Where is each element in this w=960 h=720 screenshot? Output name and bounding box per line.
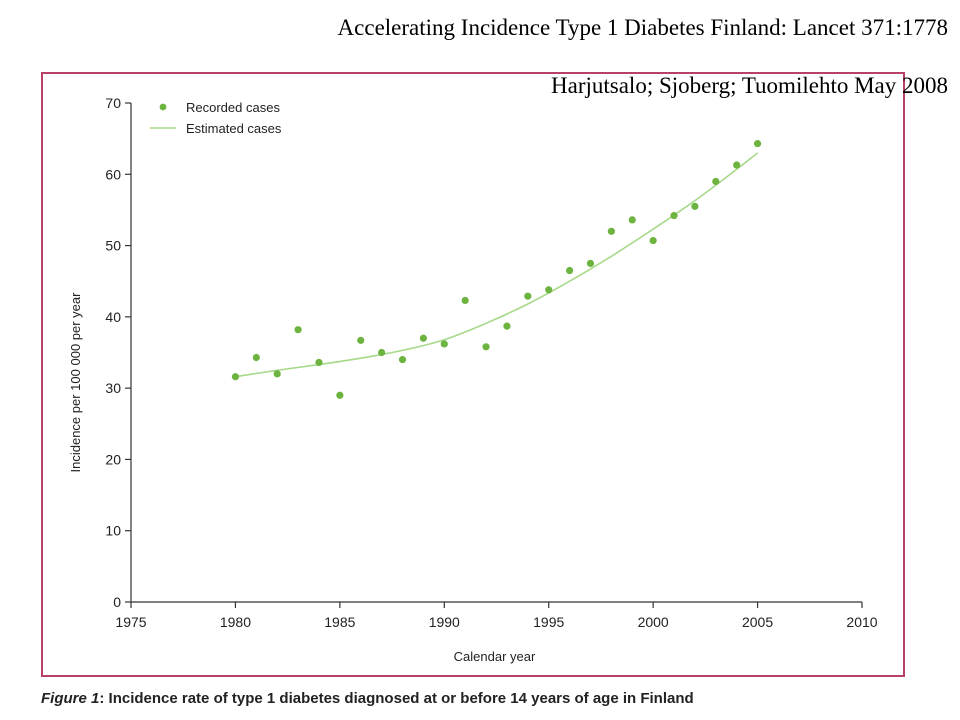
recorded-case-point	[566, 266, 574, 275]
figure-caption-text: : Incidence rate of type 1 diabetes diag…	[99, 690, 694, 707]
x-tick-label: 2000	[638, 614, 669, 630]
legend-label-recorded: Recorded cases	[186, 100, 280, 115]
x-axis-title: Calendar year	[454, 649, 536, 664]
y-tick-label: 10	[105, 523, 121, 539]
y-tick-label: 40	[105, 309, 121, 325]
y-tick-label: 70	[105, 95, 121, 111]
recorded-case-point	[252, 353, 260, 362]
figure-frame	[41, 72, 905, 677]
figure-caption-label: Figure 1	[41, 690, 100, 707]
slide-title-line-2: Harjutsalo; Sjoberg; Tuomilehto May 2008	[551, 73, 948, 98]
x-tick-label: 1975	[115, 614, 146, 630]
recorded-case-point	[545, 286, 553, 294]
recorded-case-point	[670, 212, 678, 220]
x-axis-ticks: 1975 1980 1985 1990 1995 2000 2005 2010	[115, 602, 878, 630]
recorded-case-point	[378, 348, 386, 357]
figure-caption: Figure 1: Incidence rate of type 1 diabe…	[41, 690, 694, 707]
recorded-case-point	[753, 140, 762, 148]
recorded-case-point	[336, 391, 344, 399]
y-tick-label: 60	[105, 166, 121, 182]
y-axis-title: Incidence per 100 000 per year	[68, 292, 83, 473]
recorded-case-point	[524, 292, 532, 300]
recorded-case-point	[273, 370, 281, 378]
x-tick-label: 1995	[533, 614, 564, 630]
estimated-cases-series	[235, 152, 759, 378]
x-tick-label: 1980	[220, 614, 251, 630]
recorded-case-point	[691, 202, 699, 210]
recorded-case-point	[482, 343, 490, 351]
recorded-case-point	[607, 227, 615, 235]
slide-title-line-1: Accelerating Incidence Type 1 Diabetes F…	[337, 15, 948, 40]
recorded-case-point	[398, 356, 407, 364]
recorded-case-point	[294, 326, 302, 334]
y-tick-label: 20	[105, 451, 121, 467]
legend-label-estimated: Estimated cases	[186, 121, 282, 136]
recorded-case-point	[440, 340, 448, 348]
recorded-case-point	[628, 216, 636, 224]
y-axis-ticks: 0 10 20 30 40 50 60 70	[105, 95, 131, 610]
legend-marker-recorded	[159, 103, 167, 111]
recorded-case-point	[712, 177, 720, 186]
recorded-case-point	[419, 334, 427, 342]
recorded-case-point	[357, 336, 365, 344]
recorded-case-point	[649, 236, 657, 245]
recorded-cases-series	[231, 140, 762, 399]
x-tick-label: 2010	[846, 614, 877, 630]
y-tick-label: 0	[113, 594, 121, 610]
recorded-case-point	[586, 259, 595, 267]
x-tick-label: 1985	[324, 614, 355, 630]
estimated-cases-line	[235, 152, 759, 378]
recorded-case-point	[315, 358, 323, 367]
x-tick-label: 2005	[742, 614, 773, 630]
y-tick-label: 50	[105, 238, 121, 254]
recorded-case-point	[503, 322, 511, 330]
recorded-case-point	[733, 161, 741, 169]
chart-legend: Recorded cases Estimated cases	[150, 100, 282, 136]
recorded-case-point	[231, 373, 240, 381]
chart-axes	[130, 103, 862, 603]
recorded-case-point	[461, 296, 469, 305]
y-tick-label: 30	[105, 380, 121, 396]
x-tick-label: 1990	[429, 614, 460, 630]
